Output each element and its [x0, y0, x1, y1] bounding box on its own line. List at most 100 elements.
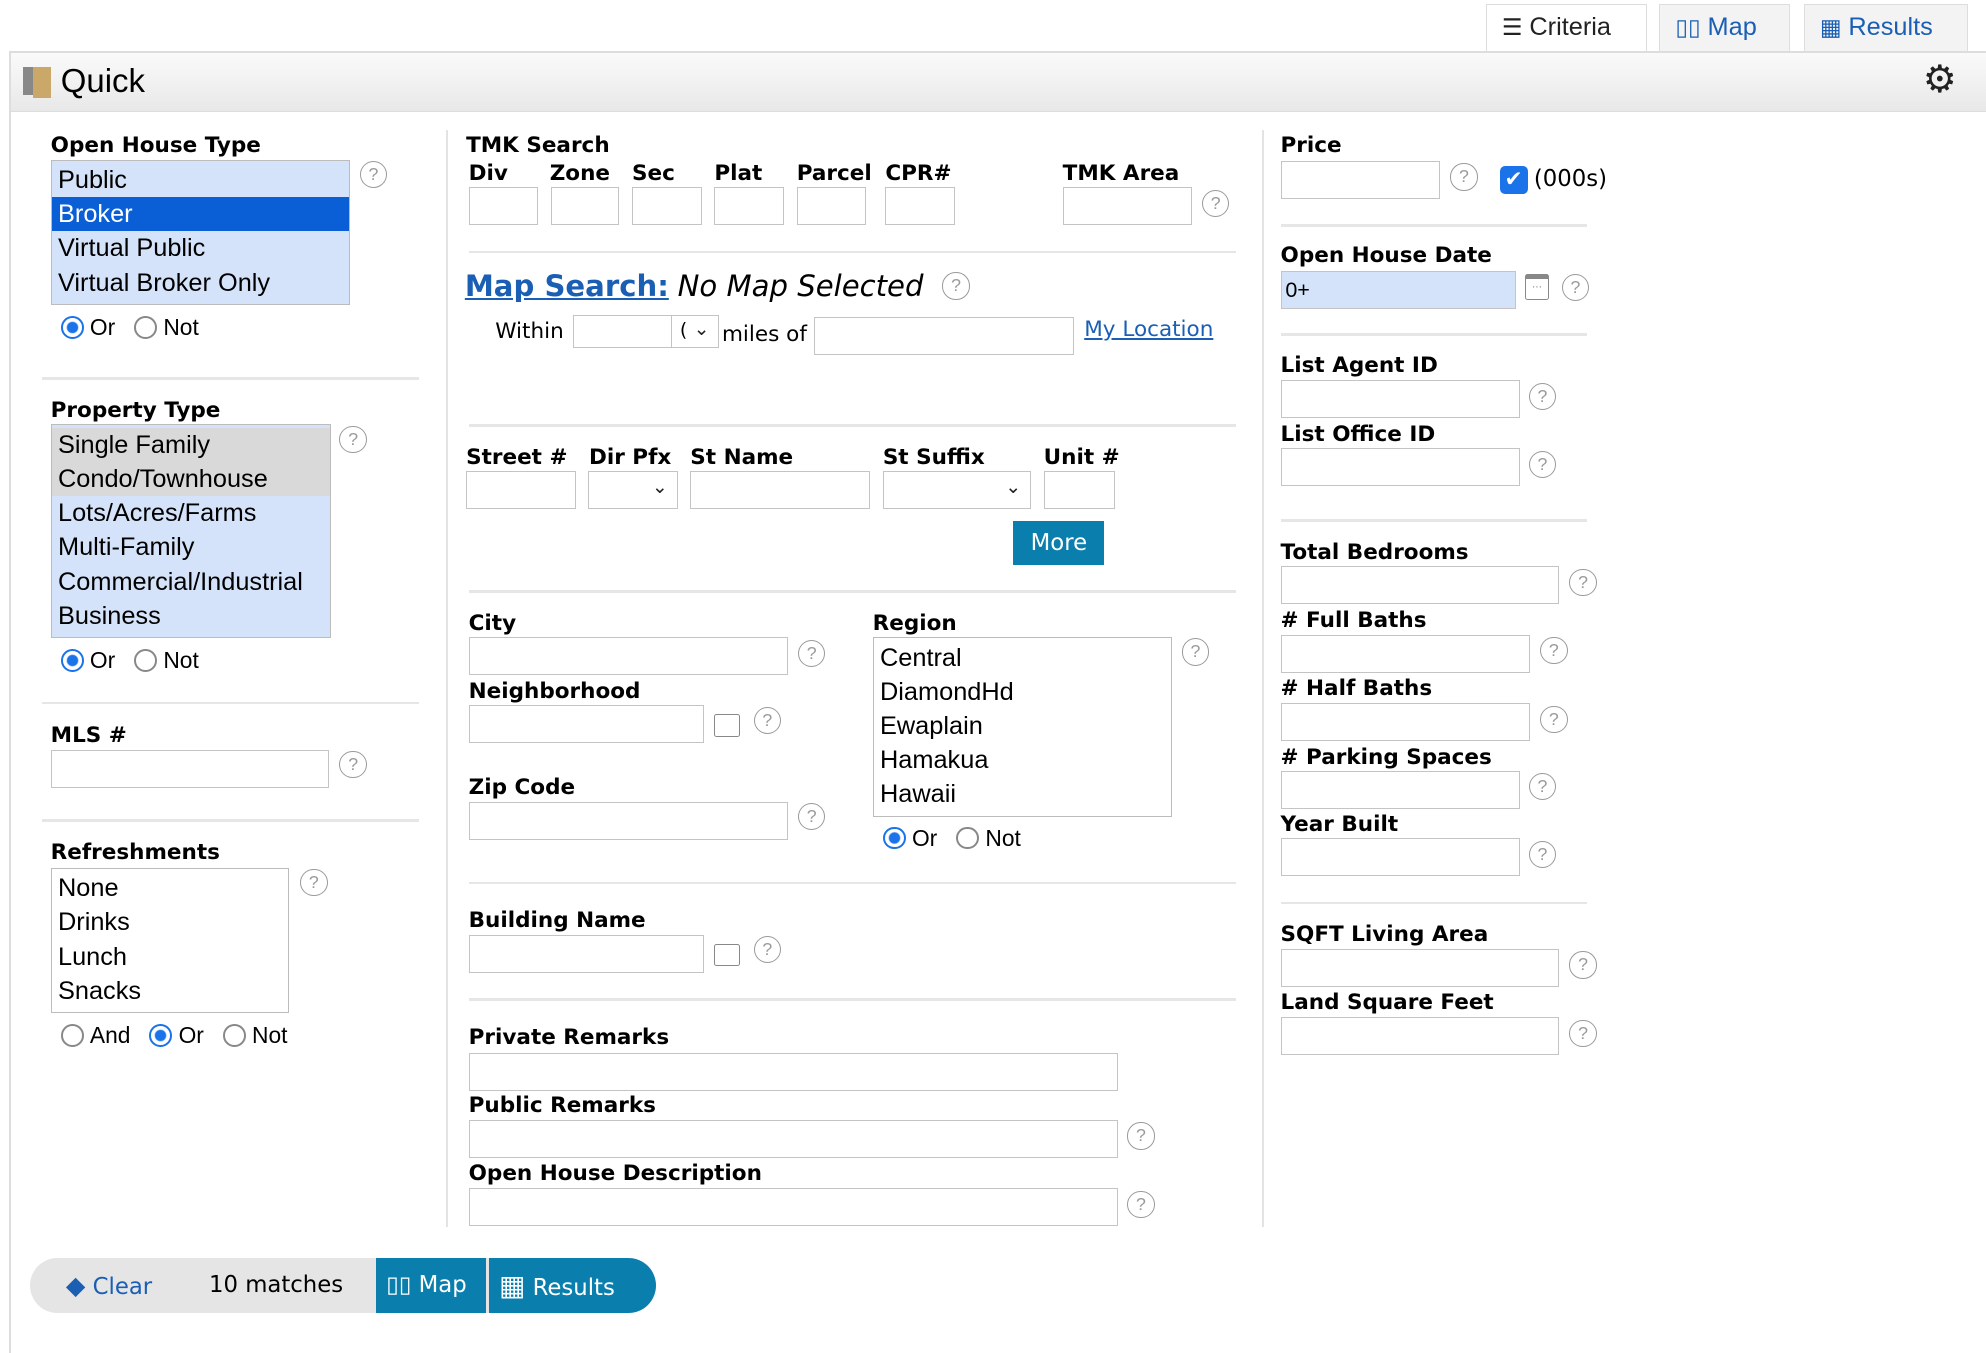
tmk-area-input[interactable] — [1062, 187, 1192, 226]
list-option[interactable]: Lots/Acres/Farms — [57, 499, 257, 528]
help-icon[interactable]: ? — [1561, 273, 1590, 301]
list-option[interactable]: Commercial/Industrial — [57, 567, 303, 596]
list-agent-id-input[interactable] — [1280, 379, 1520, 418]
list-option[interactable]: Central — [880, 643, 962, 672]
radio-or[interactable]: Or — [149, 1022, 204, 1048]
refreshments-list[interactable]: None Drinks Lunch Snacks — [50, 867, 289, 1014]
st-suffix-select[interactable]: ⌄ — [882, 471, 1031, 510]
tmk-div-input[interactable] — [468, 187, 539, 226]
private-remarks-input[interactable] — [468, 1052, 1119, 1091]
help-icon[interactable]: ? — [1127, 1122, 1155, 1150]
list-option[interactable]: Hamakua — [880, 746, 989, 775]
region-list[interactable]: Central DiamondHd Ewaplain Hamakua Hawai… — [872, 637, 1172, 817]
list-option[interactable]: Virtual Broker Only — [57, 268, 271, 297]
more-button[interactable]: More — [1013, 520, 1105, 565]
help-icon[interactable]: ? — [300, 868, 328, 897]
help-icon[interactable]: ? — [1528, 382, 1557, 410]
street-no-input[interactable] — [466, 471, 577, 510]
clear-button[interactable]: ◆ Clear — [65, 1269, 153, 1300]
building-name-input[interactable] — [468, 934, 705, 973]
help-icon[interactable]: ? — [1569, 568, 1597, 597]
list-option[interactable]: Condo/Townhouse — [51, 462, 330, 497]
list-option[interactable]: None — [57, 874, 119, 903]
help-icon[interactable]: ? — [1450, 163, 1478, 191]
year-built-input[interactable] — [1280, 838, 1520, 877]
calendar-icon[interactable]: ⋯ — [1524, 273, 1550, 301]
open-house-date-input[interactable] — [1280, 271, 1517, 310]
list-option[interactable]: Lunch — [57, 942, 127, 971]
tmk-parcel-input[interactable] — [796, 187, 867, 226]
radio-or[interactable]: Or — [60, 647, 115, 673]
my-location-link[interactable]: My Location — [1084, 316, 1214, 342]
list-office-id-input[interactable] — [1280, 448, 1520, 487]
help-icon[interactable]: ? — [1181, 638, 1210, 666]
public-remarks-input[interactable] — [468, 1119, 1119, 1158]
radio-or[interactable]: Or — [882, 825, 937, 851]
list-option[interactable]: Public — [57, 166, 127, 195]
tmk-cpr-input[interactable] — [885, 187, 955, 226]
help-icon[interactable]: ? — [1528, 841, 1557, 869]
radio-not[interactable]: Not — [134, 647, 199, 673]
help-icon[interactable]: ? — [1569, 1019, 1597, 1047]
radio-not[interactable]: Not — [956, 825, 1021, 851]
results-button[interactable]: ▦ Results — [488, 1257, 657, 1314]
radio-and[interactable]: And — [60, 1022, 130, 1048]
within-distance-input[interactable] — [572, 315, 673, 349]
map-button[interactable]: ▯▯ Map — [376, 1257, 487, 1314]
list-option[interactable]: Single Family — [51, 427, 330, 463]
dir-pfx-select[interactable]: ⌄ — [587, 471, 678, 510]
map-search-link[interactable]: Map Search: — [464, 268, 669, 303]
help-icon[interactable]: ? — [1540, 705, 1568, 733]
list-option[interactable]: Snacks — [57, 976, 142, 1005]
half-baths-input[interactable] — [1280, 702, 1531, 741]
radio-or[interactable]: Or — [60, 314, 115, 340]
list-option[interactable]: DiamondHd — [880, 677, 1014, 706]
help-icon[interactable]: ? — [359, 160, 388, 189]
land-square-feet-input[interactable] — [1280, 1017, 1560, 1056]
tab-criteria[interactable]: ☰ Criteria — [1485, 3, 1647, 52]
help-icon[interactable]: ? — [1528, 772, 1557, 800]
neighborhood-input[interactable] — [468, 705, 705, 744]
list-option[interactable]: Hawaii — [880, 780, 957, 809]
help-icon[interactable]: ? — [797, 803, 826, 831]
list-option[interactable]: Virtual Public — [57, 234, 206, 263]
tab-map[interactable]: ▯▯ Map — [1659, 3, 1790, 51]
zip-code-input[interactable] — [468, 801, 788, 840]
help-icon[interactable]: ? — [339, 751, 367, 779]
lookup-icon[interactable] — [714, 714, 740, 738]
list-option[interactable]: Drinks — [57, 908, 130, 937]
help-icon[interactable]: ? — [1569, 951, 1597, 979]
open-house-type-list[interactable]: Public Broker Virtual Public Virtual Bro… — [50, 159, 350, 306]
list-option[interactable]: Broker — [51, 197, 349, 232]
list-option[interactable]: Business — [57, 601, 161, 630]
tab-results[interactable]: ▦ Results — [1803, 3, 1969, 51]
property-type-list[interactable]: Single Family Condo/Townhouse Lots/Acres… — [50, 424, 331, 639]
gear-icon[interactable]: ⚙ — [1922, 56, 1957, 101]
total-bedrooms-input[interactable] — [1280, 566, 1560, 605]
parking-spaces-input[interactable] — [1280, 771, 1520, 810]
within-unit-select[interactable]: (⌄ — [671, 315, 720, 349]
tmk-plat-input[interactable] — [714, 187, 785, 226]
list-option[interactable]: Ewaplain — [880, 712, 983, 740]
help-icon[interactable]: ? — [1127, 1190, 1155, 1218]
city-input[interactable] — [468, 637, 788, 676]
help-icon[interactable]: ? — [1528, 450, 1557, 479]
help-icon[interactable]: ? — [942, 272, 970, 300]
help-icon[interactable]: ? — [339, 425, 367, 453]
help-icon[interactable]: ? — [753, 706, 781, 735]
lookup-icon[interactable] — [714, 943, 740, 967]
open-house-description-input[interactable] — [468, 1188, 1119, 1227]
unit-input[interactable] — [1043, 471, 1115, 510]
list-option[interactable]: Multi-Family — [57, 533, 195, 562]
mls-input[interactable] — [50, 749, 330, 788]
thousands-checkbox[interactable]: ✔ — [1499, 165, 1528, 194]
st-name-input[interactable] — [690, 471, 871, 510]
help-icon[interactable]: ? — [797, 639, 826, 667]
price-input[interactable] — [1280, 160, 1441, 199]
tmk-sec-input[interactable] — [632, 187, 702, 226]
radio-not[interactable]: Not — [134, 314, 199, 340]
location-input[interactable] — [814, 316, 1075, 355]
radio-not[interactable]: Not — [222, 1022, 287, 1048]
help-icon[interactable]: ? — [1540, 637, 1568, 665]
help-icon[interactable]: ? — [1202, 190, 1230, 218]
